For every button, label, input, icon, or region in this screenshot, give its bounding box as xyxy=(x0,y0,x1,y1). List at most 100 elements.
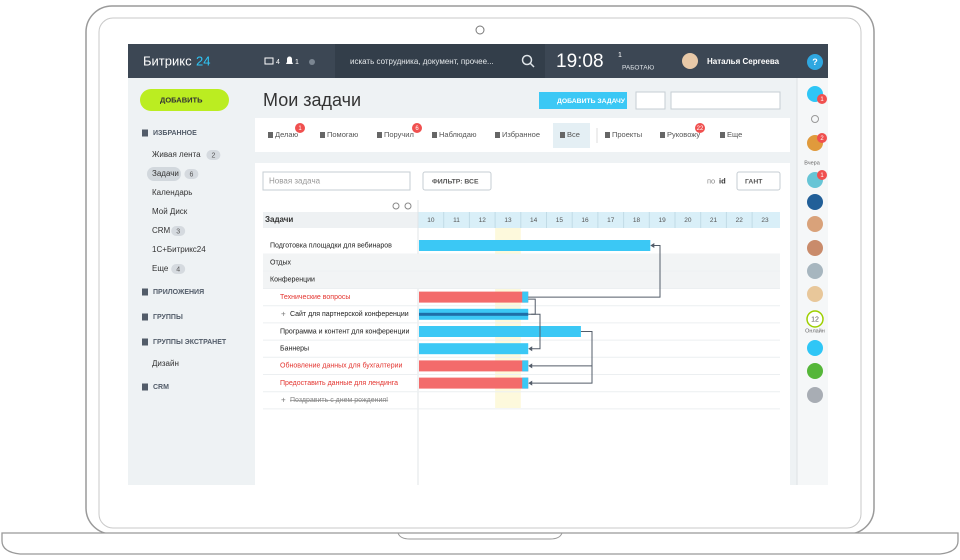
tab-icon xyxy=(495,132,500,138)
day-label: 19 xyxy=(659,217,667,224)
add-button-label: ДОБАВИТЬ xyxy=(160,95,203,104)
add-task-button[interactable] xyxy=(539,92,627,109)
tab-icon xyxy=(320,132,325,138)
expand-icon: + xyxy=(281,395,286,404)
avatar xyxy=(807,240,823,256)
section-title: CRM xyxy=(153,384,169,391)
day-label: 22 xyxy=(736,217,744,224)
tab-icon xyxy=(560,132,565,138)
gantt-bar xyxy=(419,343,529,355)
day-label: 15 xyxy=(556,217,564,224)
section-icon xyxy=(142,129,148,137)
day-label: 21 xyxy=(710,217,718,224)
avatar xyxy=(807,216,823,232)
day-label: 20 xyxy=(684,217,692,224)
menu-item: Дизайн xyxy=(152,359,179,368)
day-label: 10 xyxy=(427,217,435,224)
avatar xyxy=(682,53,698,69)
online-count: 12 xyxy=(811,316,819,323)
tab: Проекты xyxy=(612,130,642,139)
search-icon xyxy=(529,62,535,68)
zoom-icon xyxy=(404,202,412,210)
tab-icon xyxy=(268,132,273,138)
search-input: искать сотрудника, документ, прочее... xyxy=(350,57,494,66)
menu-item: Календарь xyxy=(152,188,192,197)
dependency-link xyxy=(531,331,593,384)
day-label: 17 xyxy=(607,217,615,224)
gantt-bar xyxy=(419,240,651,251)
section-title: ГРУППЫ ЭКСТРАНЕТ xyxy=(153,339,227,346)
task-name: Программа и контент для конференции xyxy=(280,328,409,335)
active-item xyxy=(147,167,181,181)
view-select[interactable] xyxy=(635,91,666,110)
task-name: Технические вопросы xyxy=(280,294,350,301)
task-column-title: Задачи xyxy=(265,215,293,224)
dependency-link xyxy=(528,298,536,315)
page-title: Мои задачи xyxy=(263,90,361,110)
logo-num: 24 xyxy=(196,53,210,68)
arrow-head xyxy=(528,346,533,352)
task-name: Баннеры xyxy=(280,346,309,353)
tab-icon xyxy=(660,132,665,138)
tab-icon xyxy=(377,132,382,138)
clock: 19:08 xyxy=(556,51,604,72)
section-icon xyxy=(142,313,148,321)
badge-count: 2 xyxy=(820,136,824,142)
new-task-input[interactable] xyxy=(262,171,411,191)
section-title: ИЗБРАННОЕ xyxy=(153,130,197,137)
notifications-count: 1 xyxy=(295,59,299,66)
expand-icon: + xyxy=(281,309,286,318)
user-name: Наталья Сергеева xyxy=(707,57,780,66)
badge xyxy=(695,123,705,133)
badge xyxy=(412,123,422,133)
task-name: Обновление данных для бухгалтерии xyxy=(280,362,403,370)
zoom-icon xyxy=(392,202,400,210)
active-tab xyxy=(553,123,590,148)
progress xyxy=(419,312,529,316)
new-task-placeholder: Новая задача xyxy=(269,177,321,186)
arrow-head xyxy=(528,380,533,386)
day-label: 23 xyxy=(761,217,769,224)
gantt-header xyxy=(418,212,780,228)
counter-value: 6 xyxy=(189,171,193,178)
call-button[interactable] xyxy=(807,363,823,379)
status: РАБОТАЮ xyxy=(622,65,655,72)
download-button[interactable] xyxy=(807,387,823,403)
task-column-header xyxy=(263,212,418,228)
badge-count: 1 xyxy=(298,126,302,132)
view-label: ГАНТ xyxy=(745,178,763,185)
sort-field: id xyxy=(719,176,726,185)
tab: Поручил xyxy=(384,130,414,139)
group-row xyxy=(263,271,780,289)
tab-icon xyxy=(432,132,437,138)
badge xyxy=(817,170,827,180)
tab: Делаю xyxy=(275,130,299,139)
menu-item: 1С+Битрикс24 xyxy=(152,245,206,254)
add-button[interactable] xyxy=(140,89,229,111)
search-box[interactable] xyxy=(670,91,781,110)
badge-count: 1 xyxy=(820,97,824,103)
menu-item: Мой Диск xyxy=(152,207,188,216)
cloud-icon xyxy=(309,59,315,65)
sort-by: по xyxy=(707,176,715,185)
view-button[interactable] xyxy=(736,171,781,191)
counter xyxy=(171,264,186,274)
bar-end xyxy=(522,360,529,372)
messages-icon xyxy=(264,57,274,65)
filter-button[interactable] xyxy=(422,171,492,191)
create-button[interactable] xyxy=(807,340,823,356)
tab: Еще xyxy=(727,130,742,139)
counter-value: 4 xyxy=(176,266,180,273)
day-label: 13 xyxy=(504,217,512,224)
online-counter xyxy=(806,310,824,328)
menu-item: Еще xyxy=(152,264,169,273)
bell-icon xyxy=(286,56,293,64)
task-name: Сайт для партнерской конференции xyxy=(290,310,409,318)
messages-count: 4 xyxy=(276,59,280,66)
help-button[interactable] xyxy=(807,54,823,70)
day-label: 14 xyxy=(530,217,538,224)
search-button[interactable] xyxy=(811,115,819,123)
bar-end xyxy=(522,291,529,303)
task-name: Конференции xyxy=(270,277,315,284)
day-label: 16 xyxy=(581,217,589,224)
